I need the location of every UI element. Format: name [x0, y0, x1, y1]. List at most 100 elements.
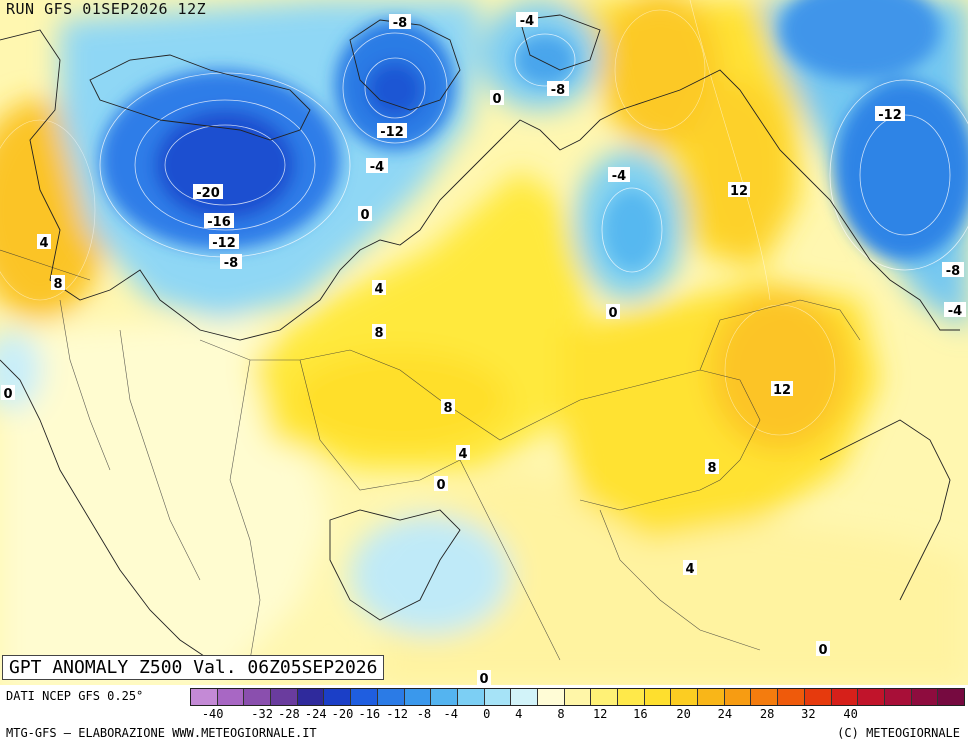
anomaly-cores	[100, 0, 968, 270]
colorbar-swatch	[377, 689, 405, 705]
colorbar-tick-label: 4	[515, 707, 523, 721]
colorbar-swatch	[778, 689, 805, 705]
contour-label-bg	[358, 206, 372, 221]
colorbar-swatch	[431, 689, 458, 705]
colorbar-tick-label: 0	[483, 707, 491, 721]
contour-label: -8	[224, 256, 238, 271]
contour-label: -12	[212, 236, 236, 251]
colorbar-tick-label: -20	[331, 707, 354, 721]
contour-label: 12	[773, 383, 791, 398]
footer-credit: MTG-GFS — ELABORAZIONE WWW.METEOGIORNALE…	[6, 726, 317, 740]
contour-label: 8	[707, 461, 716, 476]
contour-label-bg	[372, 324, 386, 339]
contour-label: 0	[492, 92, 501, 107]
field-pale-south	[380, 470, 968, 685]
colorbar-swatch	[858, 689, 885, 705]
contour-label: 0	[818, 643, 827, 658]
colorbar-swatch	[404, 689, 432, 705]
contour-label-bg	[441, 399, 455, 414]
colorbar-tick-label: -12	[386, 707, 408, 721]
data-source-label: DATI NCEP GFS 0.25°	[6, 689, 144, 703]
core-blue-northeast	[780, 0, 940, 80]
contour-label-bg	[434, 476, 448, 491]
contour-label-bg	[875, 106, 905, 121]
contour-label: -8	[393, 16, 407, 31]
contour-label: 4	[685, 562, 694, 577]
colorbar-swatch	[537, 689, 565, 705]
field-orange-east	[710, 290, 850, 450]
colorbar-swatch	[324, 689, 352, 705]
colorbar-swatch	[217, 689, 245, 705]
contour-label: -12	[878, 108, 902, 123]
contour-label: -4	[370, 160, 384, 175]
contour-label: 8	[53, 277, 62, 292]
colorbar-tick-label: 20	[676, 707, 691, 721]
contour-label-bg	[389, 14, 411, 29]
run-label: RUN GFS 01SEP2026 12Z	[6, 0, 207, 18]
legend-panel: DATI NCEP GFS 0.25° -40 -32 -28 -24 -20 -16 -1…	[0, 685, 968, 745]
contour-label: -4	[520, 14, 534, 29]
colorbar-swatch	[564, 689, 592, 705]
map-title: GPT ANOMALY Z500 Val. 06Z05SEP2026	[2, 655, 385, 680]
field-orange-north	[600, 0, 720, 150]
colorbar-tick-label: 40	[843, 707, 858, 721]
colorbar-swatch	[831, 689, 859, 705]
colorbar-swatch	[351, 689, 378, 705]
field-orange-central	[290, 350, 510, 450]
core-blue-center	[604, 190, 660, 270]
field-pale-southwest	[0, 320, 330, 685]
borders	[0, 249, 861, 661]
contour-label-bg	[51, 275, 65, 290]
core-deep-north	[367, 62, 423, 118]
colorbar-swatch	[457, 689, 485, 705]
field-orange-northeast	[690, 80, 790, 260]
contour-label-bg	[705, 459, 719, 474]
contour-label: 0	[360, 208, 369, 223]
contour-label: 12	[730, 184, 748, 199]
colorbar-swatch	[938, 689, 964, 705]
contour-label: -8	[946, 264, 960, 279]
contour-label: 0	[479, 672, 488, 685]
core-blue-north2	[515, 35, 575, 85]
colorbar-tick-label: 28	[759, 707, 775, 721]
contour-label: 4	[39, 236, 48, 251]
contour-label: -12	[380, 125, 404, 140]
colorbar-swatch	[618, 689, 645, 705]
colorbar-swatch	[511, 689, 538, 705]
core-blue-east	[835, 80, 968, 260]
colorbar-swatch	[804, 689, 832, 705]
contour-label-bg	[1, 385, 15, 400]
colorbar-swatch	[244, 689, 272, 705]
contour-label: 4	[374, 282, 383, 297]
colorbar-tick-label: -16	[358, 707, 381, 721]
colorbar-swatch	[191, 689, 218, 705]
colorbar-swatch	[884, 689, 912, 705]
contour-label: 4	[458, 447, 467, 462]
colorbar-swatch	[671, 689, 699, 705]
contour-label: 8	[443, 401, 452, 416]
contour-label-bg	[204, 213, 234, 228]
field-pale-blue-south	[350, 515, 510, 635]
contour-label-bg	[816, 641, 830, 656]
colorbar-swatch	[484, 689, 512, 705]
contour-label: 0	[3, 387, 12, 402]
colorbar-ticks: -40 -32 -28 -24 -20 -16 -12 -8 -4 0 4 8 12 16 20 24 28 32…	[190, 707, 965, 723]
contour-label-bg	[456, 445, 470, 460]
contour-label-bg	[944, 302, 966, 317]
contour-label-bg	[606, 304, 620, 319]
contour-label: -8	[551, 83, 565, 98]
contour-label-bg	[608, 167, 630, 182]
contour-label-bg	[193, 184, 223, 199]
colorbar-tick-label: 16	[633, 707, 648, 721]
contour-label: 0	[436, 478, 445, 493]
colorbar-tick-label: 32	[801, 707, 816, 721]
colorbar-tick-label: -8	[416, 707, 432, 721]
contour-label-bg	[942, 262, 964, 277]
contour-label-bg	[37, 234, 51, 249]
core-deep-nw	[155, 110, 295, 220]
colorbar-tick-label: -24	[304, 707, 327, 721]
colorbar-tick-label: 8	[557, 707, 565, 721]
contour-label-bg	[366, 158, 388, 173]
colorbar-swatch	[751, 689, 779, 705]
